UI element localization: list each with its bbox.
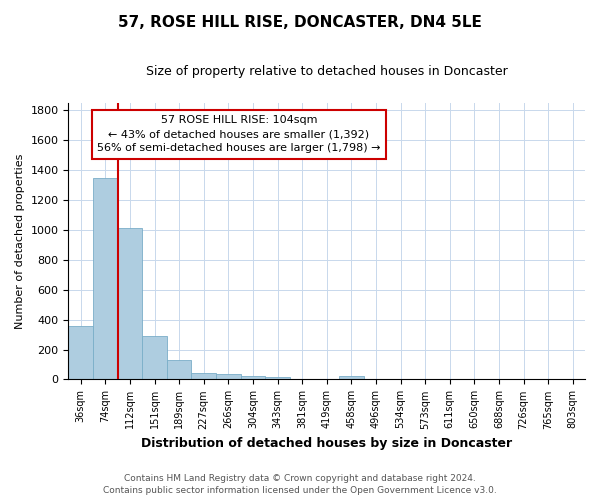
Y-axis label: Number of detached properties: Number of detached properties: [15, 154, 25, 329]
Bar: [93, 178, 118, 380]
Text: 57 ROSE HILL RISE: 104sqm
← 43% of detached houses are smaller (1,392)
56% of se: 57 ROSE HILL RISE: 104sqm ← 43% of detac…: [97, 115, 380, 153]
Title: Size of property relative to detached houses in Doncaster: Size of property relative to detached ho…: [146, 65, 508, 78]
Text: 57, ROSE HILL RISE, DONCASTER, DN4 5LE: 57, ROSE HILL RISE, DONCASTER, DN4 5LE: [118, 15, 482, 30]
Bar: [68, 326, 93, 380]
Bar: [167, 360, 191, 380]
Text: Contains HM Land Registry data © Crown copyright and database right 2024.
Contai: Contains HM Land Registry data © Crown c…: [103, 474, 497, 495]
X-axis label: Distribution of detached houses by size in Doncaster: Distribution of detached houses by size …: [141, 437, 512, 450]
Bar: [216, 374, 241, 380]
Bar: [118, 228, 142, 380]
Bar: [191, 372, 216, 380]
Bar: [339, 376, 364, 380]
Bar: [241, 376, 265, 380]
Bar: [142, 336, 167, 380]
Bar: [265, 377, 290, 380]
